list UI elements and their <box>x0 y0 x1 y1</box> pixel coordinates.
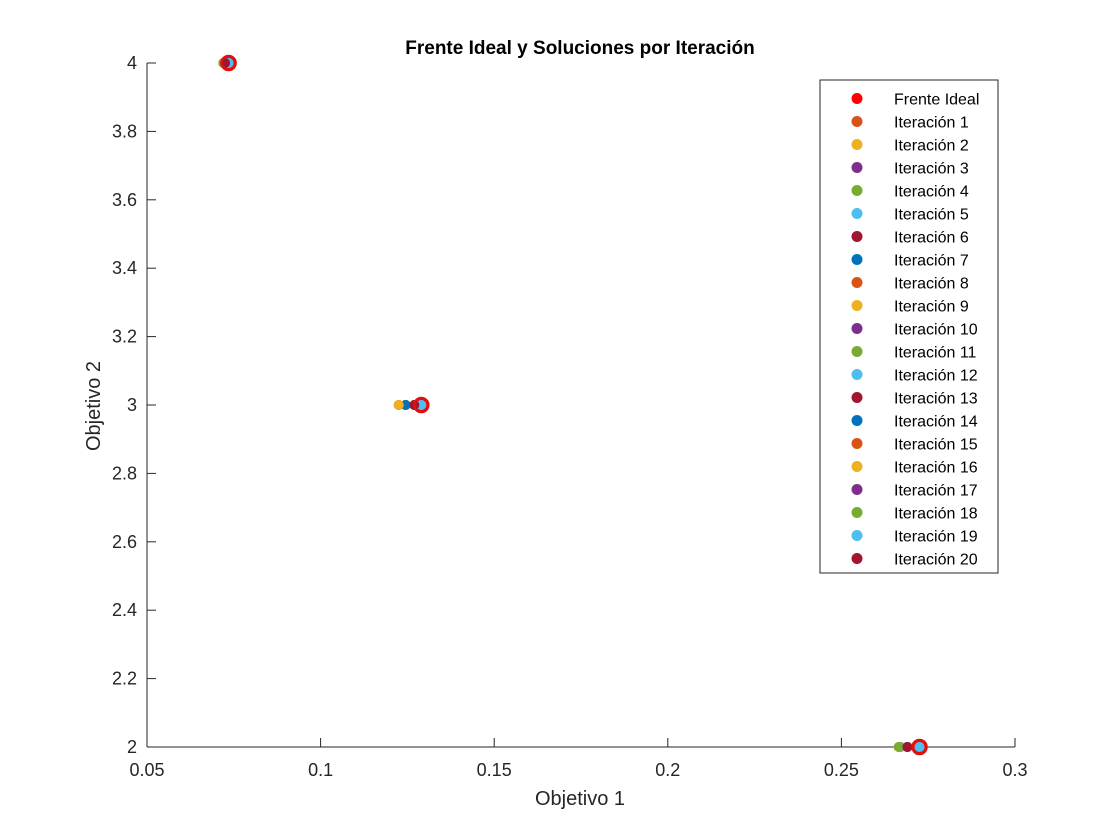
y-tick-label: 3.2 <box>112 327 137 347</box>
legend-label: Iteración 14 <box>894 414 978 431</box>
legend-label: Iteración 6 <box>894 230 969 247</box>
legend-marker <box>851 323 863 334</box>
y-tick-label: 2.8 <box>112 463 137 483</box>
legend: Frente Ideal Iteración 1 Iteración 2 Iterac… <box>819 79 999 574</box>
legend-marker <box>851 553 863 564</box>
legend-label: Iteración 15 <box>894 437 978 454</box>
y-tick-label: 3 <box>127 395 137 415</box>
y-tick-label: 4 <box>127 53 137 73</box>
iteration-point <box>914 742 925 752</box>
legend-marker <box>851 392 863 403</box>
y-tick-label: 3.6 <box>112 190 137 210</box>
legend-box <box>819 79 999 574</box>
y-tick-label: 3.4 <box>112 258 137 278</box>
x-tick-label: 0.3 <box>1002 760 1027 780</box>
y-tick-label: 2 <box>127 737 137 757</box>
y-axis-title: Objetivo 2 <box>83 361 105 451</box>
axes: 0.05 0.1 0.15 0.2 0.25 0.3 2 2.2 2.4 2.6 2.8 3 3.2 3.… <box>112 53 1028 780</box>
legend-label: Iteración 3 <box>894 161 969 178</box>
legend-label: Iteración 10 <box>894 322 978 339</box>
legend-marker <box>851 438 863 449</box>
y-tick-label: 3.8 <box>112 121 137 141</box>
legend-label: Iteración 19 <box>894 529 978 546</box>
legend-marker <box>851 461 863 472</box>
legend-marker <box>851 162 863 173</box>
y-tick-label: 2.6 <box>112 532 137 552</box>
chart-title: Frente Ideal y Soluciones por Iteración <box>405 38 754 59</box>
iteration-point <box>902 742 913 752</box>
legend-marker <box>851 93 863 104</box>
x-axis-title: Objetivo 1 <box>535 788 625 810</box>
legend-marker <box>851 208 863 219</box>
legend-marker <box>851 415 863 426</box>
legend-marker <box>851 530 863 541</box>
legend-label: Iteración 1 <box>894 115 969 132</box>
legend-marker <box>851 484 863 495</box>
ideal-front-ring <box>413 396 430 414</box>
legend-label: Iteración 16 <box>894 460 978 477</box>
ideal-front-ring <box>220 54 237 72</box>
legend-marker <box>851 346 863 357</box>
legend-label: Iteración 13 <box>894 391 978 408</box>
iteration-point <box>893 742 904 752</box>
legend-label: Iteración 7 <box>894 253 969 270</box>
legend-marker <box>851 116 863 127</box>
y-tick-label: 2.2 <box>112 669 137 689</box>
ideal-front-outline <box>220 54 928 756</box>
legend-label: Iteración 12 <box>894 368 978 385</box>
x-tick-label: 0.1 <box>308 760 333 780</box>
legend-label: Iteración 8 <box>894 276 969 293</box>
iteration-point <box>416 400 427 410</box>
legend-marker <box>851 300 863 311</box>
legend-label: Iteración 11 <box>894 345 977 362</box>
legend-label: Iteración 18 <box>894 506 978 523</box>
legend-marker <box>851 507 863 518</box>
legend-marker <box>851 369 863 380</box>
iteration-point <box>400 400 411 410</box>
legend-marker <box>851 139 863 150</box>
legend-marker <box>851 231 863 242</box>
legend-label: Iteración 9 <box>894 299 969 316</box>
legend-marker <box>851 185 863 196</box>
iteration-point <box>393 400 404 410</box>
ideal-front-ring <box>911 738 928 756</box>
legend-label: Iteración 5 <box>894 207 969 224</box>
legend-marker <box>851 277 863 288</box>
legend-label: Iteración 20 <box>894 552 978 569</box>
x-tick-label: 0.2 <box>655 760 680 780</box>
data-points <box>218 54 928 756</box>
x-tick-label: 0.15 <box>477 760 512 780</box>
x-tick-label: 0.25 <box>824 760 859 780</box>
legend-label: Iteración 4 <box>894 184 969 201</box>
legend-label: Frente Ideal <box>894 92 979 109</box>
legend-marker <box>851 254 863 265</box>
x-tick-label: 0.05 <box>129 760 164 780</box>
legend-label: Iteración 2 <box>894 138 969 155</box>
legend-label: Iteración 17 <box>894 483 978 500</box>
y-tick-label: 2.4 <box>112 600 137 620</box>
